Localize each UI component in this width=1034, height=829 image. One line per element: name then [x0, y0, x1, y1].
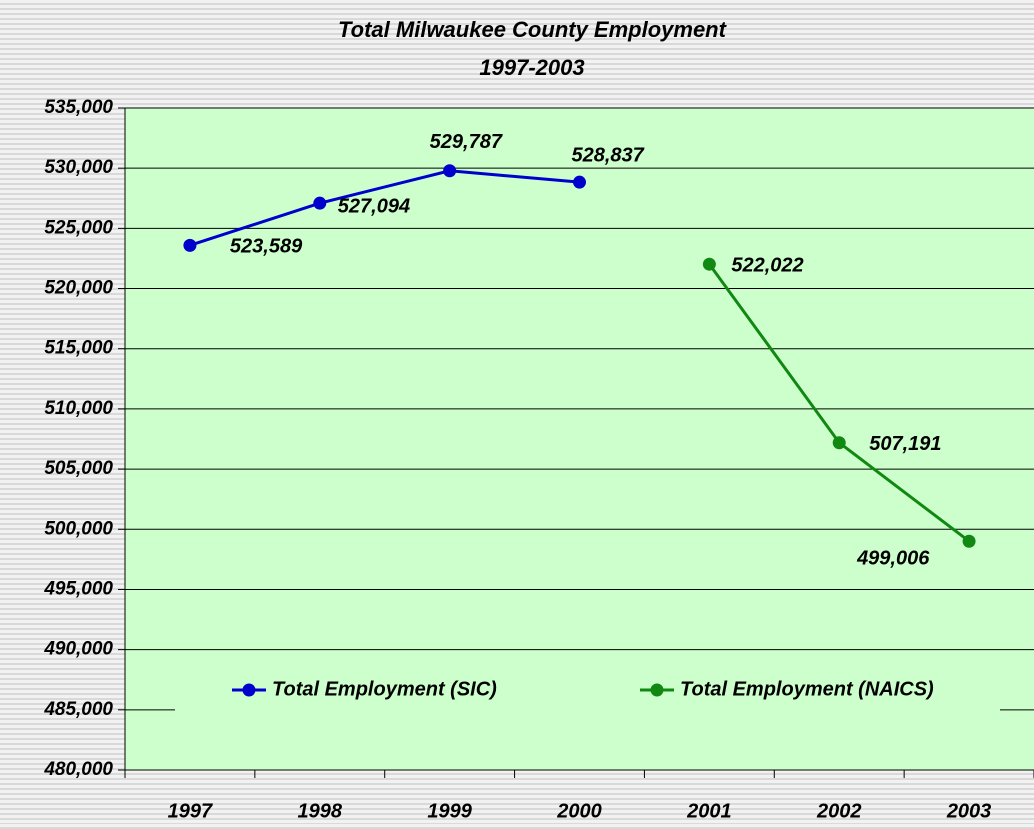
data-point: [573, 175, 586, 189]
data-point: [443, 164, 457, 178]
data-point: [832, 436, 846, 450]
x-tick-label: 1999: [427, 800, 472, 822]
y-tick-label: 510,000: [44, 398, 113, 419]
data-label: 507,191: [869, 433, 941, 455]
y-tick-label: 480,000: [43, 759, 113, 780]
data-label: 522,022: [731, 254, 803, 276]
chart-subtitle: 1997-2003: [479, 55, 584, 80]
x-tick-label: 2003: [946, 800, 992, 822]
data-label: 499,006: [856, 548, 930, 570]
y-tick-label: 530,000: [44, 157, 113, 178]
legend-marker: [650, 683, 664, 697]
x-tick-label: 1997: [168, 800, 213, 822]
x-tick-label: 2002: [816, 800, 862, 822]
data-point: [962, 534, 976, 548]
legend-label: Total Employment (SIC): [272, 678, 497, 700]
legend: [175, 664, 1000, 714]
data-label: 528,837: [572, 144, 645, 166]
x-tick-label: 2001: [686, 800, 732, 822]
legend-label: Total Employment (NAICS): [680, 678, 934, 700]
y-tick-label: 520,000: [44, 278, 113, 299]
x-tick-label: 1998: [298, 800, 343, 822]
data-point: [702, 257, 716, 271]
y-tick-label: 495,000: [43, 578, 113, 599]
data-label: 527,094: [338, 195, 410, 217]
legend-marker: [242, 683, 256, 697]
data-point: [313, 196, 327, 210]
y-tick-label: 515,000: [44, 338, 113, 359]
y-tick-label: 525,000: [44, 217, 113, 238]
x-tick-label: 2000: [556, 800, 602, 822]
data-point: [183, 238, 197, 252]
y-tick-label: 535,000: [44, 97, 113, 118]
data-label: 529,787: [430, 131, 503, 153]
y-tick-label: 505,000: [44, 458, 113, 479]
series-line: [189, 169, 580, 247]
data-label: 523,589: [230, 236, 303, 258]
y-tick-label: 500,000: [44, 518, 113, 539]
chart-title: Total Milwaukee County Employment: [338, 17, 728, 42]
y-tick-label: 485,000: [43, 699, 113, 720]
y-tick-label: 490,000: [43, 639, 113, 660]
